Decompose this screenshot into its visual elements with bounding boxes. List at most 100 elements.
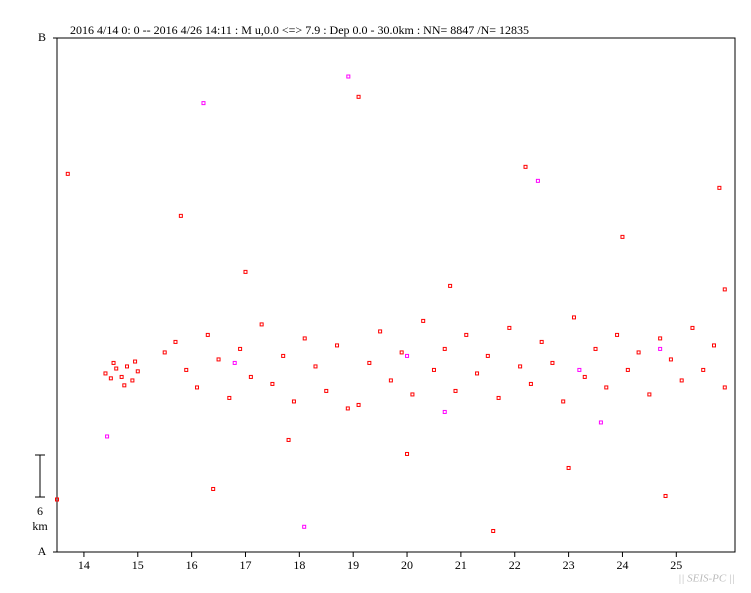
point xyxy=(195,385,200,390)
point xyxy=(598,420,603,425)
point xyxy=(356,94,361,99)
x-tick-label: 15 xyxy=(132,558,144,572)
point xyxy=(625,367,630,372)
point xyxy=(133,359,138,364)
point xyxy=(421,318,426,323)
point xyxy=(523,164,528,169)
point xyxy=(442,346,447,351)
scale-bar-label: 6 xyxy=(37,504,43,518)
point xyxy=(593,346,598,351)
point xyxy=(162,350,167,355)
point xyxy=(302,336,307,341)
point xyxy=(399,350,404,355)
point xyxy=(448,283,453,288)
point xyxy=(620,234,625,239)
point xyxy=(561,399,566,404)
point xyxy=(717,185,722,190)
point xyxy=(475,371,480,376)
point xyxy=(205,332,210,337)
y-tick-label: A xyxy=(38,544,47,558)
x-tick-label: 17 xyxy=(239,558,251,572)
point xyxy=(604,385,609,390)
scale-bar-unit: km xyxy=(32,519,48,533)
point xyxy=(367,360,372,365)
point xyxy=(566,465,571,470)
x-tick-label: 23 xyxy=(563,558,575,572)
x-tick-label: 18 xyxy=(293,558,305,572)
x-tick-label: 14 xyxy=(78,558,90,572)
point xyxy=(313,364,318,369)
point xyxy=(216,357,221,362)
point xyxy=(658,336,663,341)
chart-title: 2016 4/14 0: 0 -- 2016 4/26 14:11 : M u,… xyxy=(70,23,529,37)
point xyxy=(582,374,587,379)
point xyxy=(135,369,140,374)
point xyxy=(356,402,361,407)
point xyxy=(335,343,340,348)
point xyxy=(286,437,291,442)
point xyxy=(550,360,555,365)
point xyxy=(345,406,350,411)
x-tick-label: 25 xyxy=(670,558,682,572)
point xyxy=(184,367,189,372)
point xyxy=(55,497,59,502)
point xyxy=(125,364,130,369)
point xyxy=(324,388,329,393)
point xyxy=(405,353,410,358)
point xyxy=(647,392,652,397)
point xyxy=(238,346,243,351)
point xyxy=(663,493,668,498)
point xyxy=(227,395,232,400)
point xyxy=(722,287,727,292)
point xyxy=(119,374,124,379)
point xyxy=(122,383,127,388)
x-tick-label: 22 xyxy=(509,558,521,572)
point xyxy=(571,315,576,320)
point xyxy=(690,325,695,330)
point xyxy=(507,325,512,330)
point xyxy=(668,357,673,362)
point xyxy=(232,360,237,365)
point xyxy=(108,376,113,381)
point xyxy=(114,366,119,371)
point xyxy=(270,381,275,386)
point xyxy=(496,395,501,400)
point xyxy=(259,322,264,327)
point xyxy=(111,360,116,365)
point xyxy=(178,213,183,218)
point xyxy=(291,399,296,404)
point xyxy=(701,367,706,372)
point xyxy=(105,434,110,439)
point xyxy=(722,385,727,390)
point xyxy=(658,346,663,351)
point xyxy=(405,451,410,456)
point xyxy=(464,332,469,337)
point xyxy=(173,339,178,344)
point xyxy=(201,101,206,106)
point xyxy=(518,364,523,369)
point xyxy=(679,378,684,383)
watermark: || SEIS-PC || xyxy=(678,573,735,585)
point xyxy=(615,332,620,337)
point xyxy=(577,367,582,372)
point xyxy=(636,350,641,355)
point xyxy=(442,409,447,414)
x-tick-label: 16 xyxy=(186,558,198,572)
point xyxy=(453,388,458,393)
point xyxy=(302,524,307,529)
point xyxy=(243,269,248,274)
point xyxy=(485,353,490,358)
point xyxy=(65,171,70,176)
point xyxy=(248,374,253,379)
x-tick-label: 21 xyxy=(455,558,467,572)
point xyxy=(281,353,286,358)
plot-frame xyxy=(56,37,736,553)
point xyxy=(431,367,436,372)
point xyxy=(410,392,415,397)
x-tick-label: 24 xyxy=(616,558,628,572)
x-tick-label: 19 xyxy=(347,558,359,572)
point xyxy=(388,378,393,383)
point xyxy=(528,381,533,386)
point xyxy=(346,74,351,79)
